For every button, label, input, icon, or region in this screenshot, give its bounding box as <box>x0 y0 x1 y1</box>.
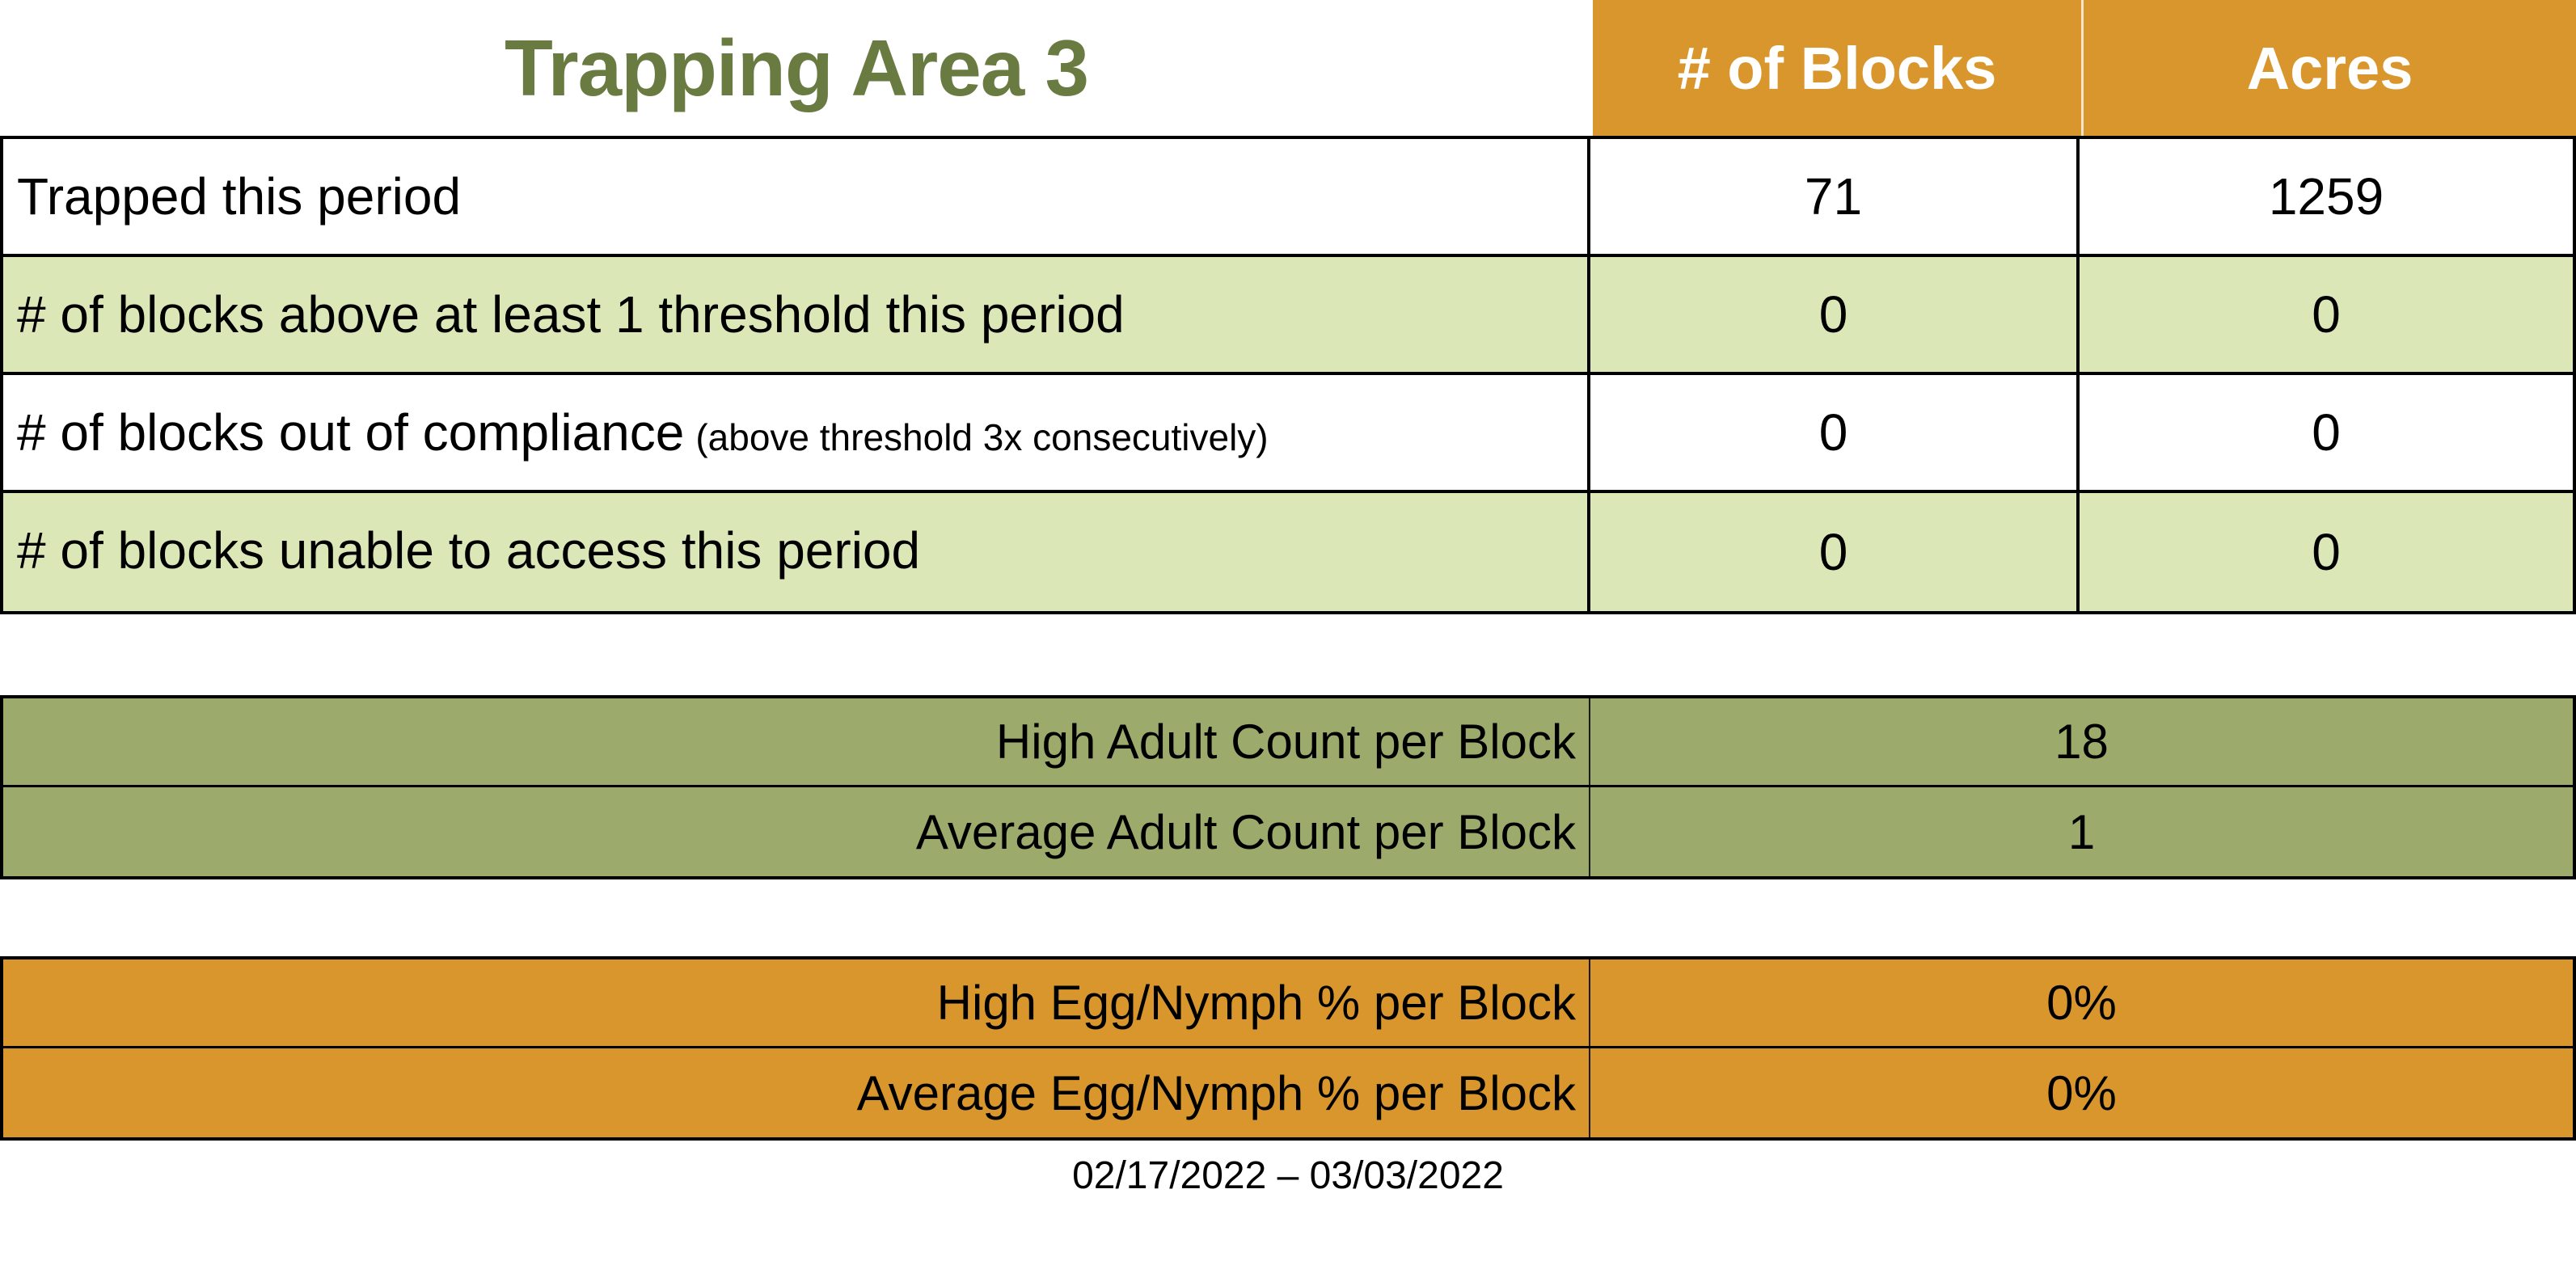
row-label-text: # of blocks unable to access this period <box>17 521 921 580</box>
acres-value: 0 <box>2312 285 2341 344</box>
blocks-value: 0 <box>1590 493 2080 611</box>
column-header-blocks: # of Blocks <box>1593 0 2084 136</box>
row-label-text: # of blocks out of compliance <box>17 403 685 462</box>
row-label: # of blocks out of compliance (above thre… <box>3 375 1590 490</box>
row-label-note: (above threshold 3x consecutively) <box>695 416 1269 458</box>
table-row: # of blocks unable to access this period… <box>3 493 2573 611</box>
report-header: Trapping Area 3 # of Blocks Acres <box>0 0 2576 136</box>
metric-label: High Adult Count per Block <box>3 698 1590 785</box>
acres-value: 1259 <box>2268 167 2384 226</box>
page-title: Trapping Area 3 <box>504 23 1089 112</box>
blocks-value: 0 <box>1590 257 2080 372</box>
acres-value: 0 <box>2312 523 2341 581</box>
acres-value: 0 <box>2312 403 2341 462</box>
table-row: # of blocks out of compliance (above thre… <box>3 375 2573 493</box>
blocks-value: 71 <box>1590 139 2080 254</box>
metric-value: 0% <box>2046 1065 2117 1120</box>
table-row: High Adult Count per Block 18 <box>3 698 2573 787</box>
egg-nymph-table: High Egg/Nymph % per Block 0% Average Eg… <box>0 956 2576 1141</box>
period-label: 02/17/2022 – 03/03/2022 <box>1072 1154 1504 1197</box>
metric-label: High Egg/Nymph % per Block <box>3 959 1590 1046</box>
row-label: # of blocks above at least 1 threshold t… <box>3 257 1590 372</box>
column-headers: # of Blocks Acres <box>1593 0 2576 136</box>
metric-value: 0% <box>2046 976 2117 1030</box>
table-row: Trapped this period 71 1259 <box>3 139 2573 257</box>
row-label: # of blocks unable to access this period <box>3 493 1590 611</box>
row-label-text: # of blocks above at least 1 threshold t… <box>17 285 1125 344</box>
metric-label: Average Egg/Nymph % per Block <box>3 1048 1590 1137</box>
column-header-acres: Acres <box>2084 0 2576 136</box>
row-label-text: Trapped this period <box>17 167 462 226</box>
metric-value: 18 <box>2054 715 2109 769</box>
row-label: Trapped this period <box>3 139 1590 254</box>
metric-label: Average Adult Count per Block <box>3 787 1590 876</box>
blocks-value: 0 <box>1590 375 2080 490</box>
table-row: Average Adult Count per Block 1 <box>3 787 2573 876</box>
metric-value: 1 <box>2067 804 2096 859</box>
table-row: # of blocks above at least 1 threshold t… <box>3 257 2573 375</box>
table-row: Average Egg/Nymph % per Block 0% <box>3 1048 2573 1137</box>
adult-count-table: High Adult Count per Block 18 Average Ad… <box>0 695 2576 879</box>
summary-table: Trapped this period 71 1259 # of blocks … <box>0 136 2576 614</box>
table-row: High Egg/Nymph % per Block 0% <box>3 959 2573 1048</box>
